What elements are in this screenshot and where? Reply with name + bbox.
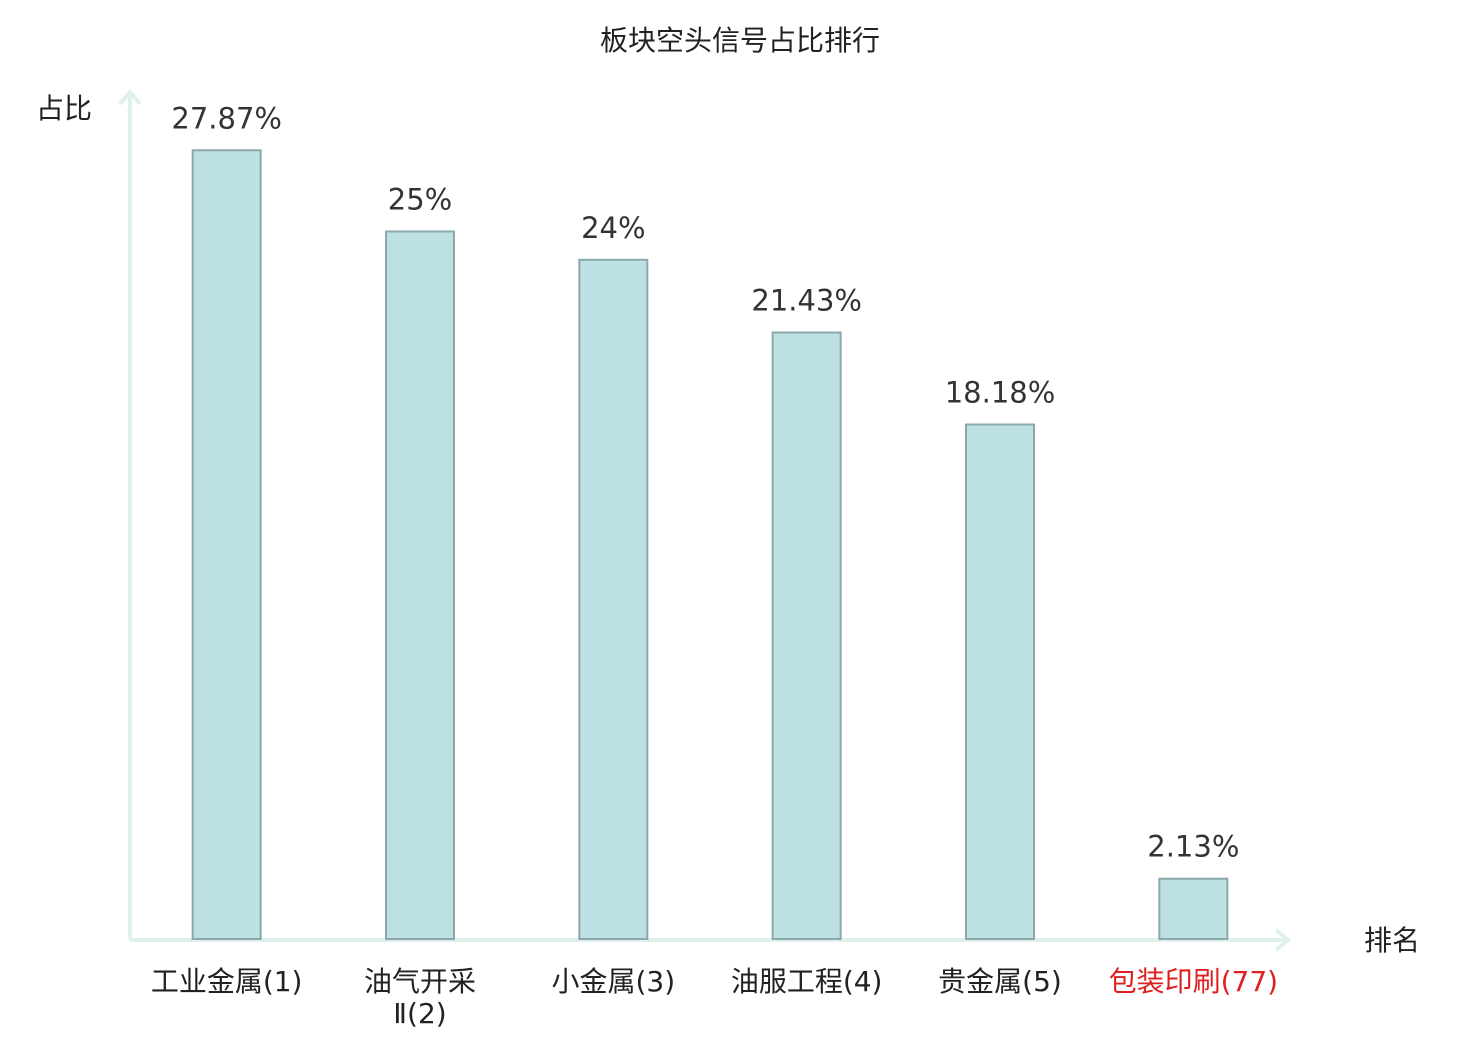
y-axis-arrow — [118, 88, 142, 106]
bar — [191, 149, 262, 941]
x-tick-label: 工业金属(1) — [150, 965, 303, 998]
value-label: 2.13% — [1147, 830, 1239, 864]
x-axis-label: 排名 — [1364, 924, 1420, 957]
chart-title: 板块空头信号占比排行 — [600, 24, 880, 57]
bar — [578, 258, 649, 940]
bar — [385, 230, 455, 940]
value-label: 18.18% — [945, 376, 1056, 410]
value-label: 27.87% — [171, 101, 282, 135]
value-label: 24% — [581, 211, 645, 245]
x-tick-label: 贵金属(5) — [938, 965, 1062, 998]
x-tick-label: 油气开采 Ⅱ(2) — [363, 965, 476, 1030]
value-label: 21.43% — [751, 284, 862, 318]
bar — [771, 331, 842, 940]
axes — [118, 88, 1292, 952]
x-tick-label: 包装印刷(77) — [1108, 965, 1279, 998]
y-axis-label: 占比 — [36, 92, 92, 125]
x-axis-arrow — [1274, 928, 1292, 952]
bar — [965, 423, 1035, 941]
x-tick-label: 油服工程(4) — [730, 965, 883, 998]
value-label: 25% — [388, 183, 452, 217]
x-tick-label: 小金属(3) — [551, 965, 676, 998]
bar — [1158, 877, 1229, 941]
